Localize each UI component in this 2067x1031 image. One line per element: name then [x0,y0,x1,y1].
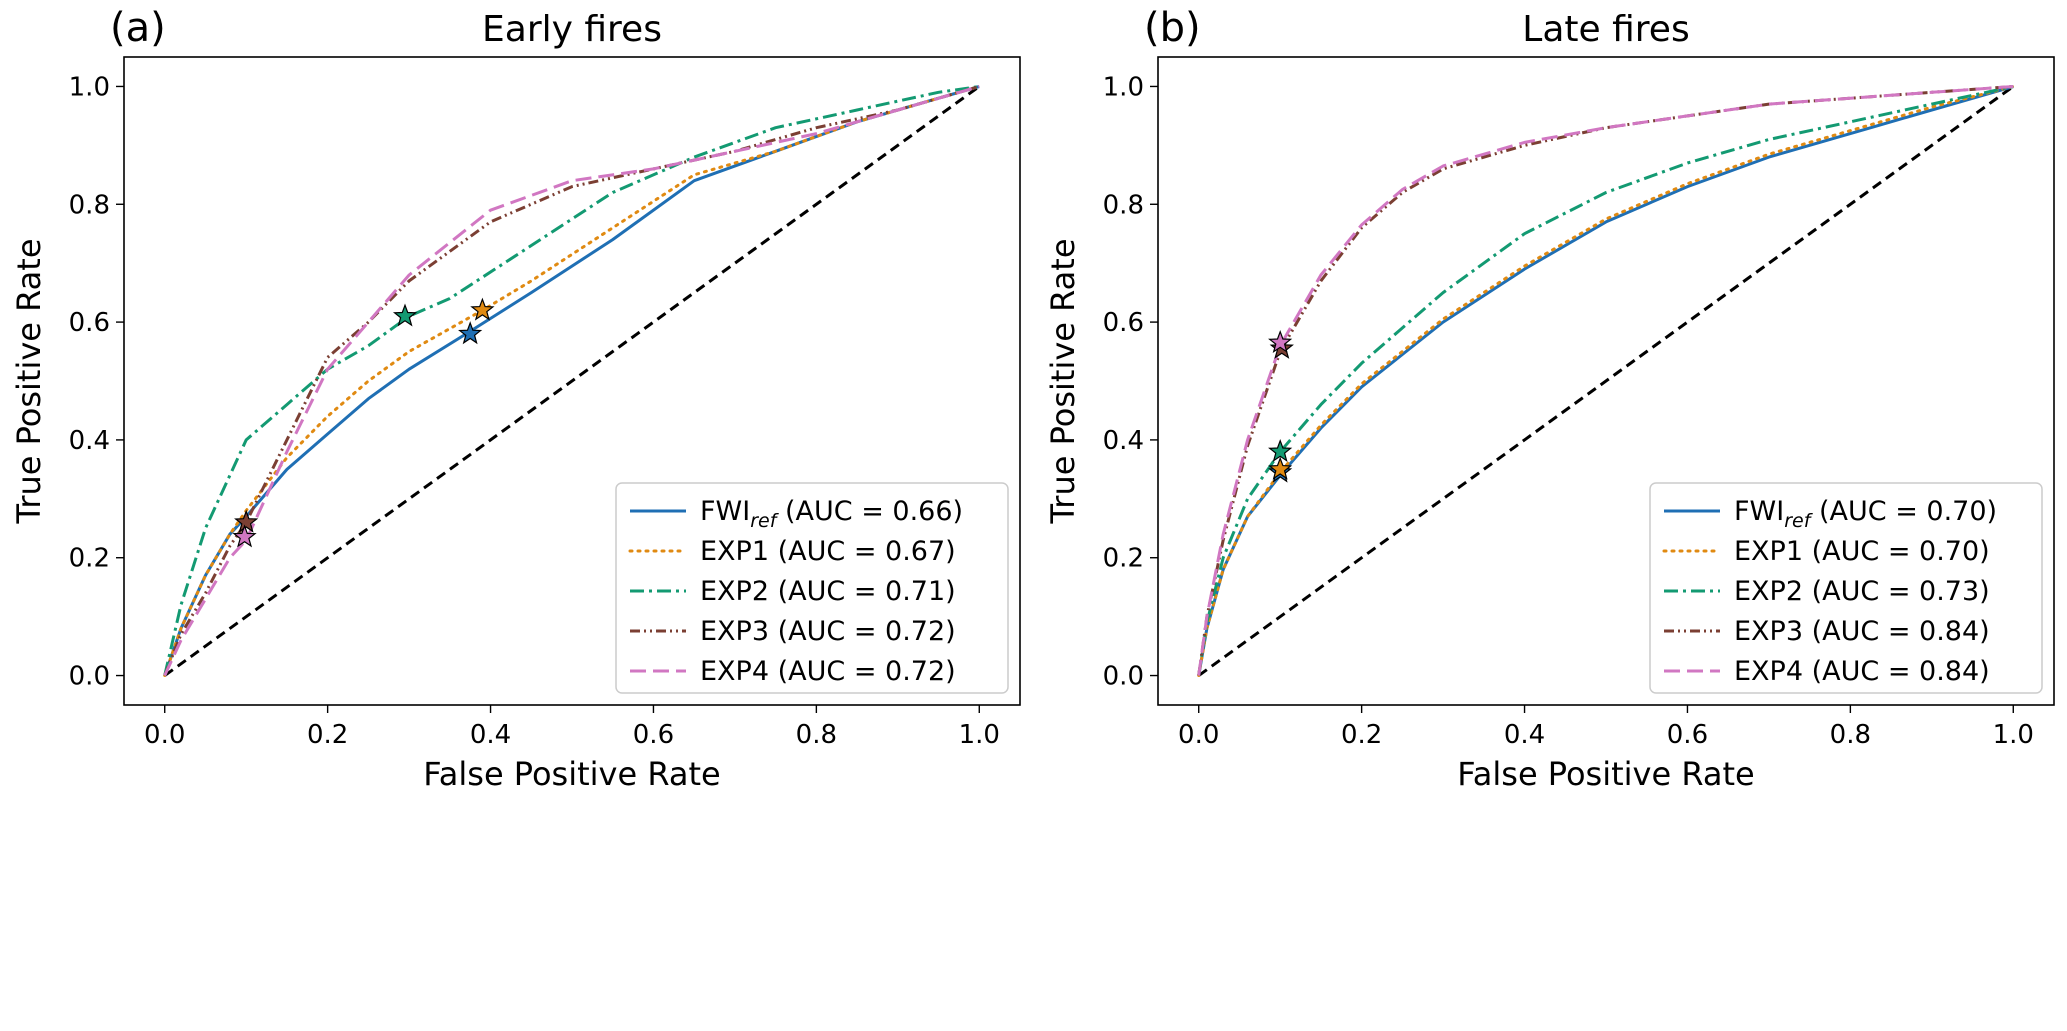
plot-content [163,85,981,677]
legend-frame [615,482,1009,694]
x-tick-label: 0.8 [796,720,837,750]
x-axis-label: False Positive Rate [423,755,720,793]
roc-line-exp3 [163,85,980,677]
legend-entry-exp3: EXP3 (AUC = 0.72) [700,616,956,647]
plot-area-frame [1157,56,2055,706]
roc-line-exp2 [1197,85,2014,676]
legend-entry-exp2: EXP2 (AUC = 0.73) [1734,576,1990,607]
y-tick-label: 0.4 [1103,426,1144,456]
threshold-star-exp1 [470,297,495,321]
legend-entry-exp1: EXP1 (AUC = 0.67) [700,536,956,567]
legend-entry-exp3: EXP3 (AUC = 0.84) [1734,616,1990,647]
panel-label: (b) [1144,5,1201,51]
roc-line-exp1 [163,85,981,677]
threshold-star-exp2 [392,303,418,327]
legend-entry-exp4: EXP4 (AUC = 0.72) [700,656,956,687]
x-tick-label: 0.8 [1830,720,1871,750]
y-tick-label: 1.0 [69,72,110,102]
x-tick-label: 0.0 [1178,720,1219,750]
plot-area-frame [123,56,1021,706]
legend-entry-exp1: EXP1 (AUC = 0.70) [1734,536,1990,567]
x-tick-label: 0.0 [144,720,185,750]
threshold-star-exp1 [1268,456,1293,480]
chance-line [1197,85,2015,677]
y-tick-label: 0.8 [1103,190,1144,220]
x-tick-label: 0.2 [307,720,348,750]
threshold-star-exp2 [1268,438,1293,462]
x-tick-label: 0.6 [1667,720,1708,750]
y-tick-label: 0.6 [1103,308,1144,338]
chance-line [163,85,981,677]
y-tick-label: 0.0 [69,662,110,692]
panel-label: (a) [110,5,166,51]
x-tick-label: 0.4 [1504,720,1545,750]
x-tick-label: 0.6 [633,720,674,750]
threshold-star-exp4 [1268,329,1293,353]
legend-entry-exp4: EXP4 (AUC = 0.84) [1734,656,1990,687]
legend-entry-exp2: EXP2 (AUC = 0.71) [700,576,956,607]
y-tick-label: 0.2 [69,544,110,574]
legend: FWIref (AUC = 0.70) EXP1 (AUC = 0.70) EXP2… [1649,482,2043,694]
y-axis-label: True Positive Rate [10,238,48,524]
chart-panel-b: 0.0 0.2 0.4 0.6 0.8 1.0 0.0 0.2 0.4 0.6 0.8 1.0 Fals… [1044,5,2055,793]
x-axis-label: False Positive Rate [1457,755,1754,793]
threshold-star-exp3 [234,509,259,533]
chart-panel-a: 0.0 0.2 0.4 0.6 0.8 1.0 0.0 0.2 0.4 0.6 0.8 1.0 Fals… [10,5,1021,793]
y-tick-label: 0.4 [69,426,110,456]
roc-line-exp2 [163,85,980,676]
threshold-star-exp4 [232,524,257,548]
legend-entry-fwi: FWIref (AUC = 0.66) [700,496,963,532]
roc-line-exp4 [163,85,980,677]
legend-frame [1649,482,2043,694]
x-tick-label: 0.2 [1341,720,1382,750]
threshold-star-fwi [458,321,483,345]
y-tick-label: 0.8 [69,190,110,220]
y-tick-label: 0.2 [1103,544,1144,574]
roc-line-exp1 [1197,85,2015,677]
x-tick-label: 0.4 [470,720,511,750]
y-tick-label: 0.0 [1103,662,1144,692]
y-axis-label: True Positive Rate [1044,238,1082,524]
plot-content [1197,85,2015,677]
legend-entry-fwi: FWIref (AUC = 0.70) [1734,496,1997,532]
x-tick-label: 1.0 [959,720,1000,750]
legend: FWIref (AUC = 0.66) EXP1 (AUC = 0.67) EXP2… [615,482,1009,694]
chart-title: Late fires [1522,9,1689,50]
y-tick-label: 1.0 [1103,72,1144,102]
x-tick-label: 1.0 [1993,720,2034,750]
y-tick-label: 0.6 [69,308,110,338]
roc-line-exp4 [1197,85,2014,676]
chart-title: Early fires [482,9,662,50]
